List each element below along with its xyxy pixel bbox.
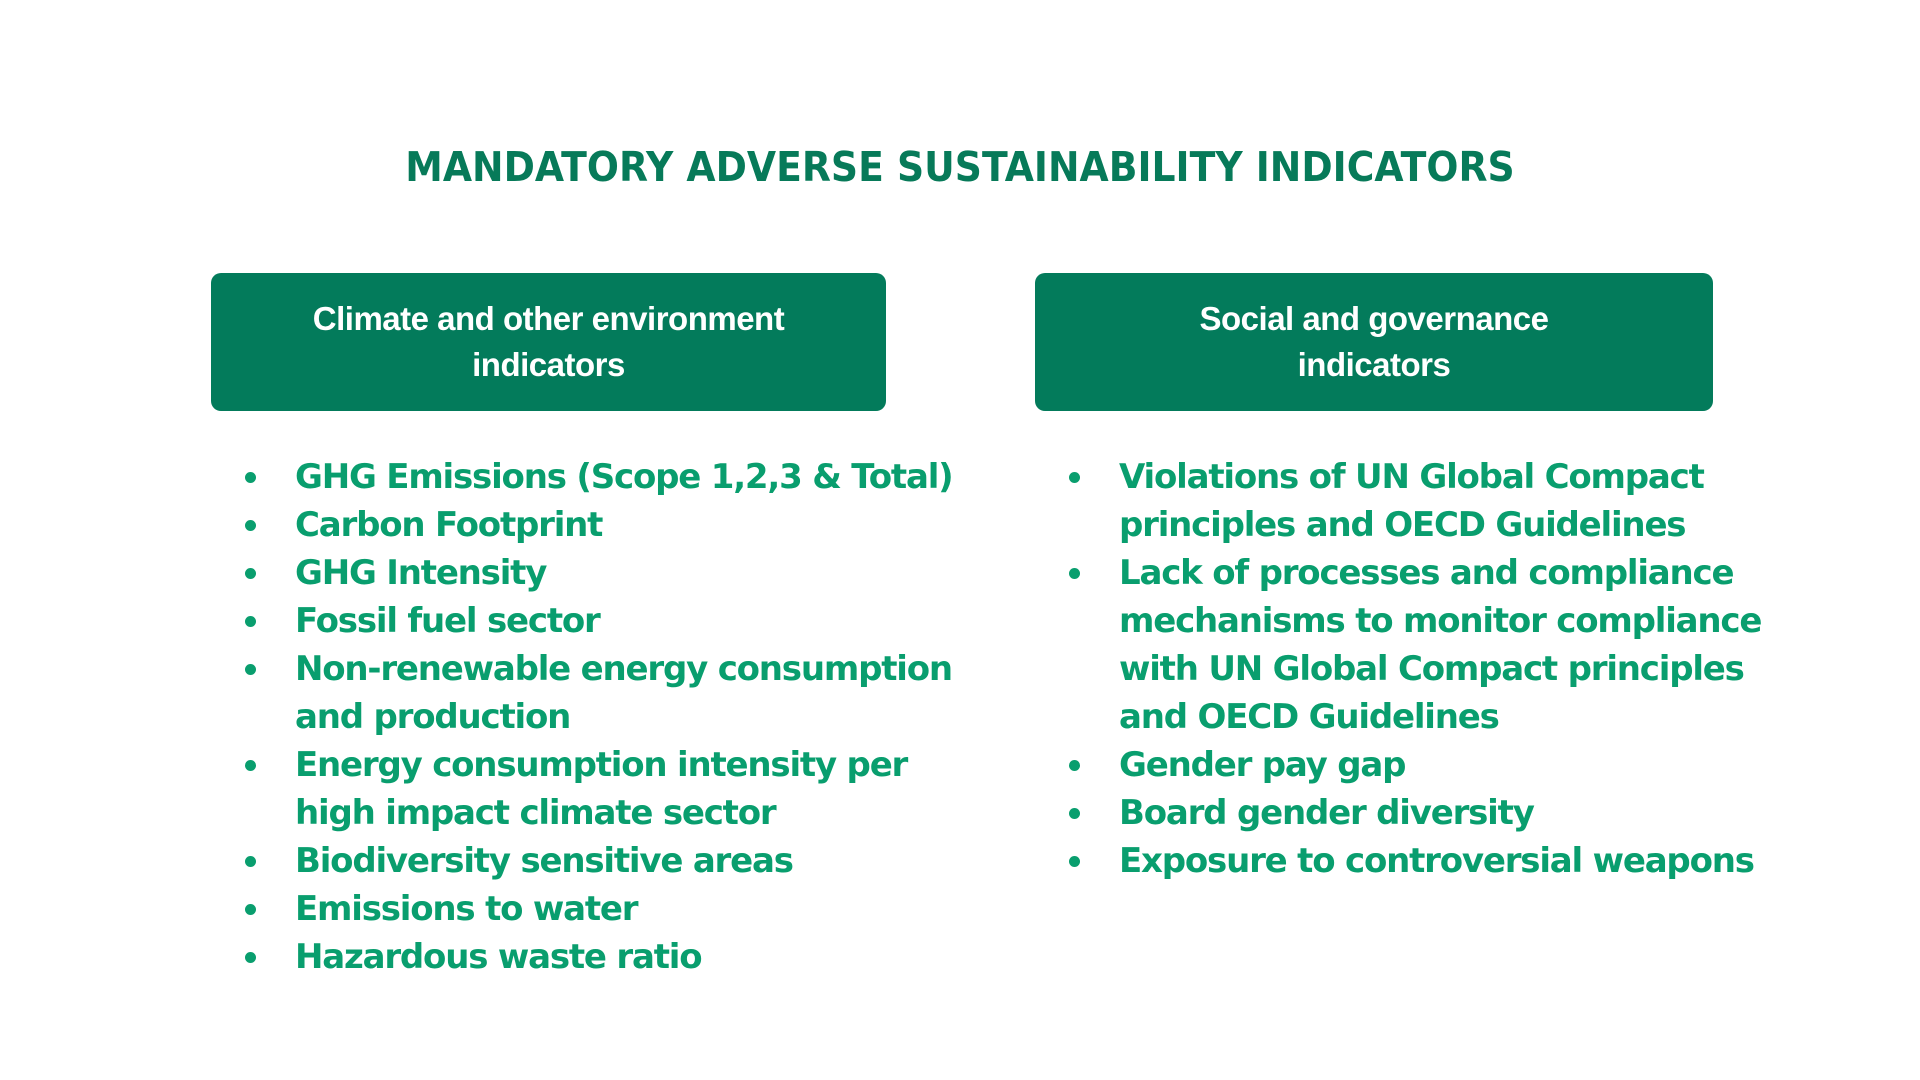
bullet-icon xyxy=(1069,760,1080,771)
list-item: Lack of processes and compliance mechani… xyxy=(1061,549,1821,741)
list-item-text: GHG Intensity xyxy=(295,553,547,593)
list-item: Energy consumption intensity per high im… xyxy=(237,741,997,837)
social-governance-header-label: Social and governance indicators xyxy=(1199,300,1549,383)
list-item-text: Gender pay gap xyxy=(1119,745,1406,785)
list-item: Carbon Footprint xyxy=(237,501,997,549)
list-item: Gender pay gap xyxy=(1061,741,1821,789)
list-item: Emissions to water xyxy=(237,885,997,933)
list-item: GHG Emissions (Scope 1,2,3 & Total) xyxy=(237,453,997,501)
list-item: Biodiversity sensitive areas xyxy=(237,837,997,885)
list-item: Violations of UN Global Compact principl… xyxy=(1061,453,1821,549)
list-item: Exposure to controversial weapons xyxy=(1061,837,1821,885)
bullet-icon xyxy=(1069,568,1080,579)
list-item: GHG Intensity xyxy=(237,549,997,597)
list-item-text: GHG Emissions (Scope 1,2,3 & Total) xyxy=(295,457,954,497)
bullet-icon xyxy=(245,568,256,579)
list-item: Non-renewable energy consumption and pro… xyxy=(237,645,997,741)
bullet-icon xyxy=(245,856,256,867)
list-item-text: Fossil fuel sector xyxy=(295,601,601,641)
bullet-icon xyxy=(245,760,256,771)
list-item: Board gender diversity xyxy=(1061,789,1821,837)
list-item: Hazardous waste ratio xyxy=(237,933,997,981)
bullet-icon xyxy=(1069,808,1080,819)
bullet-icon xyxy=(245,520,256,531)
list-item-text: Hazardous waste ratio xyxy=(295,937,703,977)
social-governance-column: Social and governance indicators Violati… xyxy=(1035,273,1762,881)
bullet-icon xyxy=(1069,472,1080,483)
social-governance-header-box: Social and governance indicators xyxy=(1035,273,1713,411)
bullet-icon xyxy=(1069,856,1080,867)
environment-indicator-list: GHG Emissions (Scope 1,2,3 & Total) Carb… xyxy=(237,453,997,981)
list-item-text: Exposure to controversial weapons xyxy=(1119,841,1755,881)
list-item-text: Violations of UN Global Compact principl… xyxy=(1119,457,1705,545)
bullet-icon xyxy=(245,472,256,483)
bullet-icon xyxy=(245,952,256,963)
social-governance-indicator-list: Violations of UN Global Compact principl… xyxy=(1061,453,1821,885)
list-item-text: Board gender diversity xyxy=(1119,793,1535,833)
page-title: MANDATORY ADVERSE SUSTAINABILITY INDICAT… xyxy=(405,143,1515,191)
list-item: Fossil fuel sector xyxy=(237,597,997,645)
list-item-text: Emissions to water xyxy=(295,889,639,929)
environment-header-label: Climate and other environment indicators xyxy=(312,300,785,383)
list-item-text: Energy consumption intensity per high im… xyxy=(295,745,908,833)
list-item-text: Non-renewable energy consumption and pro… xyxy=(295,649,953,737)
list-item-text: Lack of processes and compliance mechani… xyxy=(1119,553,1762,737)
bullet-icon xyxy=(245,616,256,627)
environment-header-box: Climate and other environment indicators xyxy=(211,273,886,411)
bullet-icon xyxy=(245,904,256,915)
list-item-text: Biodiversity sensitive areas xyxy=(295,841,794,881)
bullet-icon xyxy=(245,664,256,675)
list-item-text: Carbon Footprint xyxy=(295,505,603,545)
environment-column: Climate and other environment indicators… xyxy=(211,273,954,977)
